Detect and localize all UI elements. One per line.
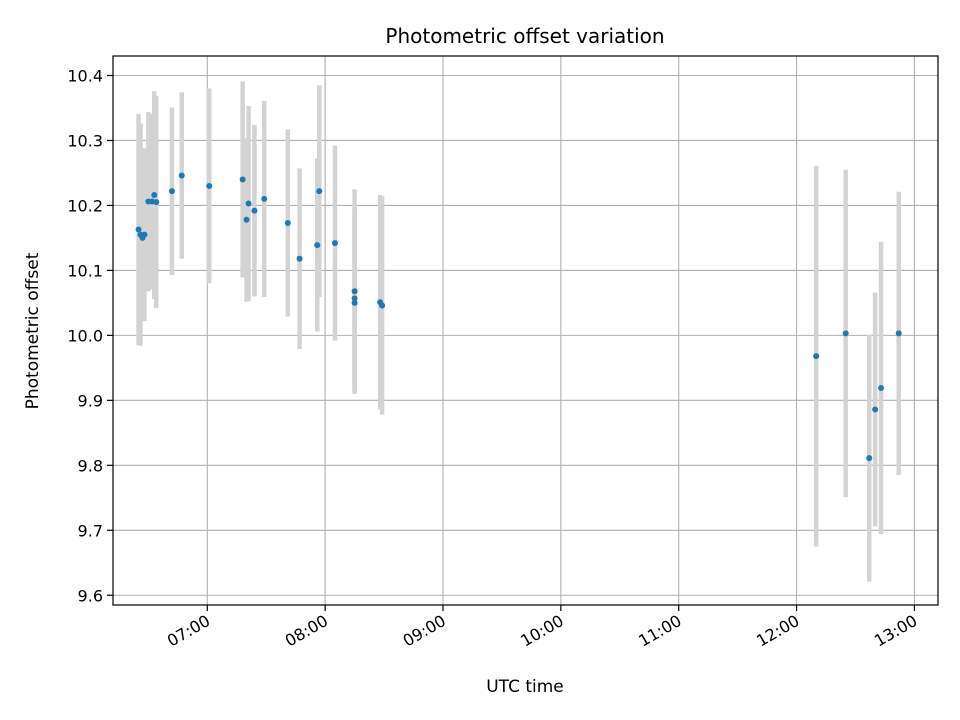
data-point — [141, 231, 148, 238]
data-point — [168, 188, 175, 195]
data-point — [872, 406, 879, 413]
data-point — [284, 219, 291, 226]
data-point — [178, 172, 185, 179]
y-tick-label: 9.6 — [78, 586, 103, 605]
data-point — [135, 226, 142, 233]
data-point — [878, 384, 885, 391]
y-tick-label: 10.2 — [67, 196, 103, 215]
y-tick-label: 10.0 — [67, 326, 103, 345]
data-point — [206, 182, 213, 189]
y-tick-label: 9.8 — [78, 456, 103, 475]
plot-frame — [112, 55, 939, 606]
data-point — [243, 216, 250, 223]
data-point — [351, 299, 358, 306]
data-point — [251, 207, 258, 214]
y-tick-label: 10.3 — [67, 131, 103, 150]
y-axis-label: Photometric offset — [23, 252, 43, 409]
data-point — [379, 302, 386, 309]
chart-title: Photometric offset variation — [385, 24, 664, 48]
data-point — [866, 455, 873, 462]
y-axis: 9.6 9.7 9.8 9.9 10.0 10.1 10.2 10.3 10.4 — [67, 66, 113, 605]
grid — [113, 56, 938, 605]
data-point — [261, 195, 268, 202]
data-point — [239, 176, 246, 183]
data-point — [316, 188, 323, 195]
y-tick-label: 9.9 — [78, 391, 103, 410]
data-point — [245, 200, 252, 207]
data-point — [296, 255, 303, 262]
data-point — [842, 330, 849, 337]
y-tick-label: 10.4 — [67, 66, 103, 85]
y-tick-label: 9.7 — [78, 521, 103, 540]
data-point — [351, 288, 358, 295]
data-points — [135, 172, 902, 462]
data-point — [351, 295, 358, 302]
data-point — [813, 353, 820, 360]
data-point — [153, 199, 160, 206]
y-tick-label: 10.1 — [67, 261, 103, 280]
data-point — [331, 240, 338, 247]
data-point — [314, 242, 321, 249]
data-point — [151, 192, 158, 199]
x-axis-label: UTC time — [486, 677, 564, 697]
data-point — [895, 330, 902, 337]
